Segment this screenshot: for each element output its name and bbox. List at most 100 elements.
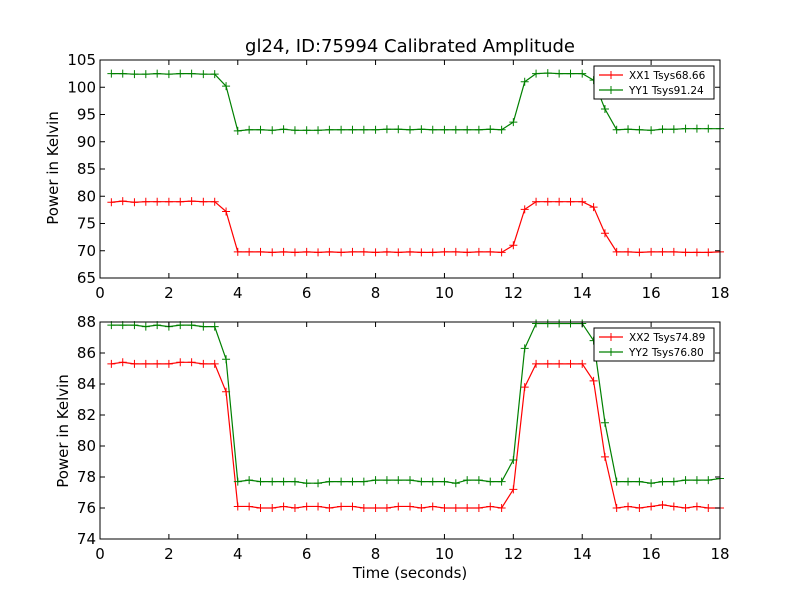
data-point bbox=[463, 504, 472, 512]
data-point bbox=[141, 359, 150, 368]
y-tick-label: 100 bbox=[67, 78, 96, 96]
data-point bbox=[463, 248, 472, 257]
data-point bbox=[153, 69, 162, 78]
data-point bbox=[233, 477, 242, 486]
legend-box bbox=[593, 65, 715, 100]
data-point bbox=[520, 383, 529, 392]
x-tick-label: 8 bbox=[371, 284, 381, 302]
y-tick-label: 90 bbox=[77, 133, 96, 151]
data-point bbox=[669, 502, 678, 511]
x-tick-label: 10 bbox=[435, 545, 454, 563]
data-point bbox=[658, 477, 667, 486]
data-point bbox=[107, 198, 116, 207]
data-point bbox=[681, 476, 690, 485]
data-point bbox=[245, 125, 254, 134]
data-point bbox=[578, 359, 587, 368]
y-tick-label: 105 bbox=[67, 51, 96, 69]
chart-title: gl24, ID:75994 Calibrated Amplitude bbox=[245, 36, 575, 57]
legend: XX1 Tsys68.66 YY1 Tsys91.24 bbox=[593, 65, 715, 100]
data-point bbox=[624, 502, 633, 511]
data-point bbox=[199, 197, 208, 206]
data-point bbox=[268, 504, 277, 512]
panel-2: 0 2 4 6 8 10 12 14 16 18 74 76 78 80 82 84 86 88 XX2 Tsys7… bbox=[77, 313, 730, 563]
data-point bbox=[107, 359, 116, 368]
data-point bbox=[222, 207, 231, 216]
legend-marker bbox=[607, 348, 615, 356]
x-tick-label: 14 bbox=[573, 284, 592, 302]
data-point bbox=[509, 118, 518, 127]
data-point bbox=[118, 358, 127, 367]
data-point bbox=[176, 69, 185, 78]
data-point bbox=[681, 248, 690, 257]
data-point bbox=[371, 125, 380, 134]
data-point bbox=[647, 247, 656, 256]
x-tick-label: 18 bbox=[710, 545, 729, 563]
data-point bbox=[474, 247, 483, 256]
data-point bbox=[371, 248, 380, 257]
legend-entry: XX2 Tsys74.89 bbox=[599, 332, 705, 344]
data-point bbox=[509, 241, 518, 250]
data-point bbox=[164, 197, 173, 206]
data-point bbox=[130, 198, 139, 207]
x-tick-label: 12 bbox=[504, 545, 523, 563]
data-point bbox=[635, 504, 644, 512]
data-point bbox=[382, 125, 391, 134]
legend-entry: YY1 Tsys91.24 bbox=[599, 85, 704, 97]
x-tick-label: 12 bbox=[504, 284, 523, 302]
data-point bbox=[337, 502, 346, 511]
data-point bbox=[532, 319, 541, 328]
data-point bbox=[290, 504, 299, 512]
data-point bbox=[222, 82, 231, 91]
data-point bbox=[107, 69, 116, 78]
data-point bbox=[451, 479, 460, 488]
data-point bbox=[497, 504, 506, 512]
data-point bbox=[555, 319, 564, 328]
data-point bbox=[256, 247, 265, 256]
data-point bbox=[486, 247, 495, 256]
data-point bbox=[187, 69, 196, 78]
data-point bbox=[555, 359, 564, 368]
y-tick-label: 82 bbox=[77, 406, 96, 424]
data-point bbox=[268, 248, 277, 257]
y-axis-label-top: Power in Kelvin bbox=[44, 111, 62, 225]
data-point bbox=[325, 477, 334, 486]
data-point bbox=[406, 476, 414, 485]
data-point bbox=[359, 247, 368, 256]
data-point bbox=[692, 124, 701, 133]
y-tick-label: 85 bbox=[77, 160, 96, 178]
data-point bbox=[210, 197, 219, 206]
y-tick-label: 80 bbox=[77, 187, 96, 205]
data-point bbox=[199, 70, 208, 79]
data-point bbox=[635, 248, 644, 257]
y-tick-label: 65 bbox=[77, 269, 96, 287]
data-point bbox=[302, 126, 311, 135]
data-point bbox=[256, 477, 265, 486]
data-point bbox=[325, 504, 334, 512]
legend-label: YY1 Tsys91.24 bbox=[628, 85, 704, 97]
data-point bbox=[555, 197, 564, 206]
data-point bbox=[394, 125, 403, 134]
data-point bbox=[600, 229, 609, 238]
data-point bbox=[394, 476, 403, 485]
data-point bbox=[118, 69, 127, 78]
y-tick-label: 76 bbox=[77, 499, 96, 517]
data-point bbox=[279, 247, 288, 256]
data-point bbox=[164, 70, 173, 79]
y-tick-label: 88 bbox=[77, 313, 96, 331]
data-point bbox=[704, 476, 713, 485]
data-point bbox=[359, 477, 368, 486]
data-point bbox=[302, 479, 311, 488]
data-point bbox=[647, 479, 656, 488]
data-point bbox=[359, 504, 368, 512]
data-point bbox=[314, 479, 323, 488]
data-point bbox=[486, 125, 495, 134]
data-point bbox=[348, 125, 357, 134]
data-point bbox=[406, 125, 414, 134]
data-point bbox=[486, 477, 495, 486]
data-point bbox=[612, 504, 621, 512]
data-point bbox=[647, 126, 656, 135]
x-axis-label: Time (seconds) bbox=[352, 564, 468, 582]
legend-marker bbox=[607, 86, 615, 94]
data-point bbox=[600, 418, 609, 427]
data-point bbox=[692, 502, 701, 511]
